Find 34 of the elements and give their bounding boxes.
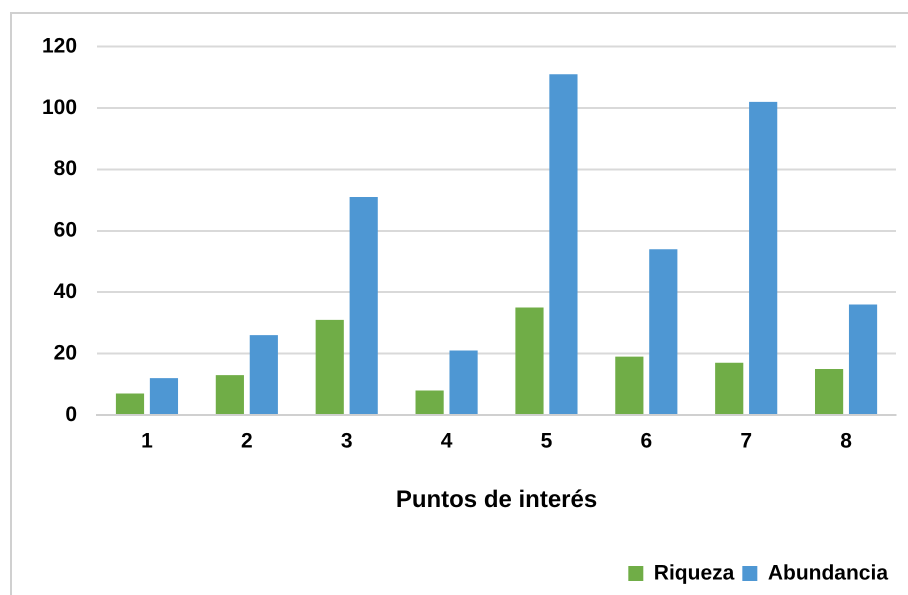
bar [350,197,378,414]
bar [549,74,578,414]
x-tick-label: 8 [840,429,852,452]
bar [848,304,878,414]
bar [515,308,544,414]
y-tick-label: 40 [54,280,78,303]
bar [449,350,478,414]
x-tick-label: 1 [141,429,154,452]
bar [316,320,344,414]
y-tick-label: 80 [54,157,78,180]
bar [416,390,444,414]
x-tick-label: 4 [440,429,453,452]
x-tick-label: 6 [640,429,652,452]
x-axis-title: Puntos de interés [396,486,598,514]
x-tick-label: 2 [241,429,253,452]
y-tick-label: 20 [54,341,78,364]
bar [649,249,678,414]
y-tick-label: 0 [65,402,78,426]
y-tick-label: 60 [54,218,78,242]
legend-label: Riqueza [654,561,735,584]
bar [615,356,644,414]
bar [749,102,778,414]
bar [715,362,744,414]
bar [216,375,244,414]
x-tick-label: 7 [740,429,752,452]
y-tick-label: 100 [42,96,78,119]
x-tick-label: 3 [340,429,353,452]
bar [116,394,144,414]
bar [814,368,844,414]
x-tick-label: 5 [540,429,553,452]
y-tick-label: 120 [42,34,78,58]
legend-label: Abundancia [768,561,888,584]
bar [250,335,278,414]
bar [150,378,178,414]
